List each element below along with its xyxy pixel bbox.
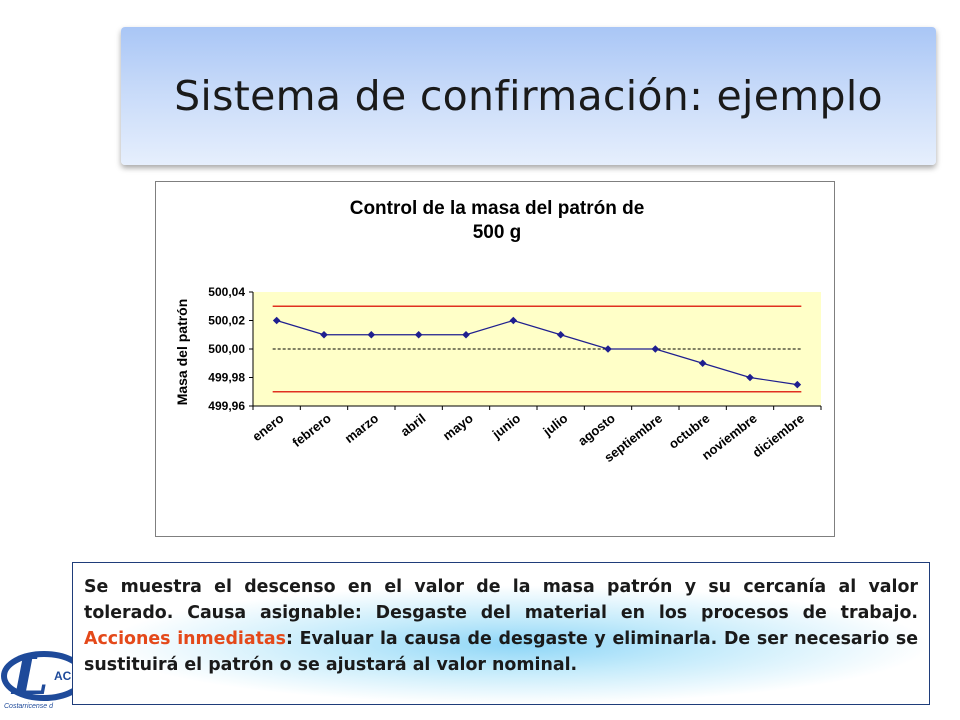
description-part-2: : Evaluar la causa de desgaste y elimina… (84, 629, 918, 675)
chart-title-line-2: 500 g (473, 222, 522, 243)
description-box: Se muestra el descenso en el valor de la… (72, 562, 930, 705)
line-chart: Control de la masa del patrón de 500 g M… (174, 198, 822, 465)
data-point-marker (414, 330, 423, 339)
data-point-marker (509, 316, 518, 325)
x-tick-label: abril (398, 411, 429, 440)
chart-container: Control de la masa del patrón de 500 g M… (155, 181, 835, 537)
x-tick-label: mayo (440, 411, 476, 444)
y-tick-label: 500,00 (208, 342, 245, 356)
logo-letter: L (10, 646, 49, 707)
x-tick-label: enero (249, 411, 286, 445)
data-point-marker (367, 330, 376, 339)
description-text: Se muestra el descenso en el valor de la… (73, 563, 929, 678)
organization-logo: L AC Costarricense d (0, 636, 72, 720)
x-tick-label: febrero (289, 411, 334, 450)
data-point-marker (320, 330, 328, 339)
title-banner: Sistema de confirmación: ejemplo (121, 27, 936, 165)
y-tick-label: 500,04 (208, 285, 245, 299)
data-point-marker (556, 330, 565, 339)
y-tick-label: 500,02 (208, 314, 245, 328)
x-tick-label: agosto (575, 411, 618, 449)
y-axis-label: Masa del patrón (174, 299, 190, 406)
x-tick-label: junio (489, 411, 524, 443)
x-tick-label: marzo (342, 411, 381, 446)
data-point-marker (698, 359, 707, 368)
x-tick-label: diciembre (750, 411, 808, 461)
data-point-marker (462, 330, 470, 339)
logo-subtitle-fragment: Costarricense d (4, 703, 54, 710)
logo-text-fragment: AC (54, 669, 72, 683)
logo-ring-shape (1, 651, 72, 701)
slide-title: Sistema de confirmación: ejemplo (174, 72, 883, 120)
immediate-actions-label: Acciones inmediatas (84, 629, 287, 649)
data-point-marker (651, 345, 660, 353)
description-part-1: Se muestra el descenso en el valor de la… (84, 577, 918, 623)
y-tick-label: 499,96 (208, 399, 245, 413)
y-tick-label: 499,98 (208, 371, 245, 385)
data-point-marker (746, 373, 754, 382)
x-tick-label: julio (539, 411, 570, 440)
chart-title-line-1: Control de la masa del patrón de (350, 198, 645, 219)
data-point-marker (793, 380, 802, 389)
series-line (276, 319, 798, 386)
